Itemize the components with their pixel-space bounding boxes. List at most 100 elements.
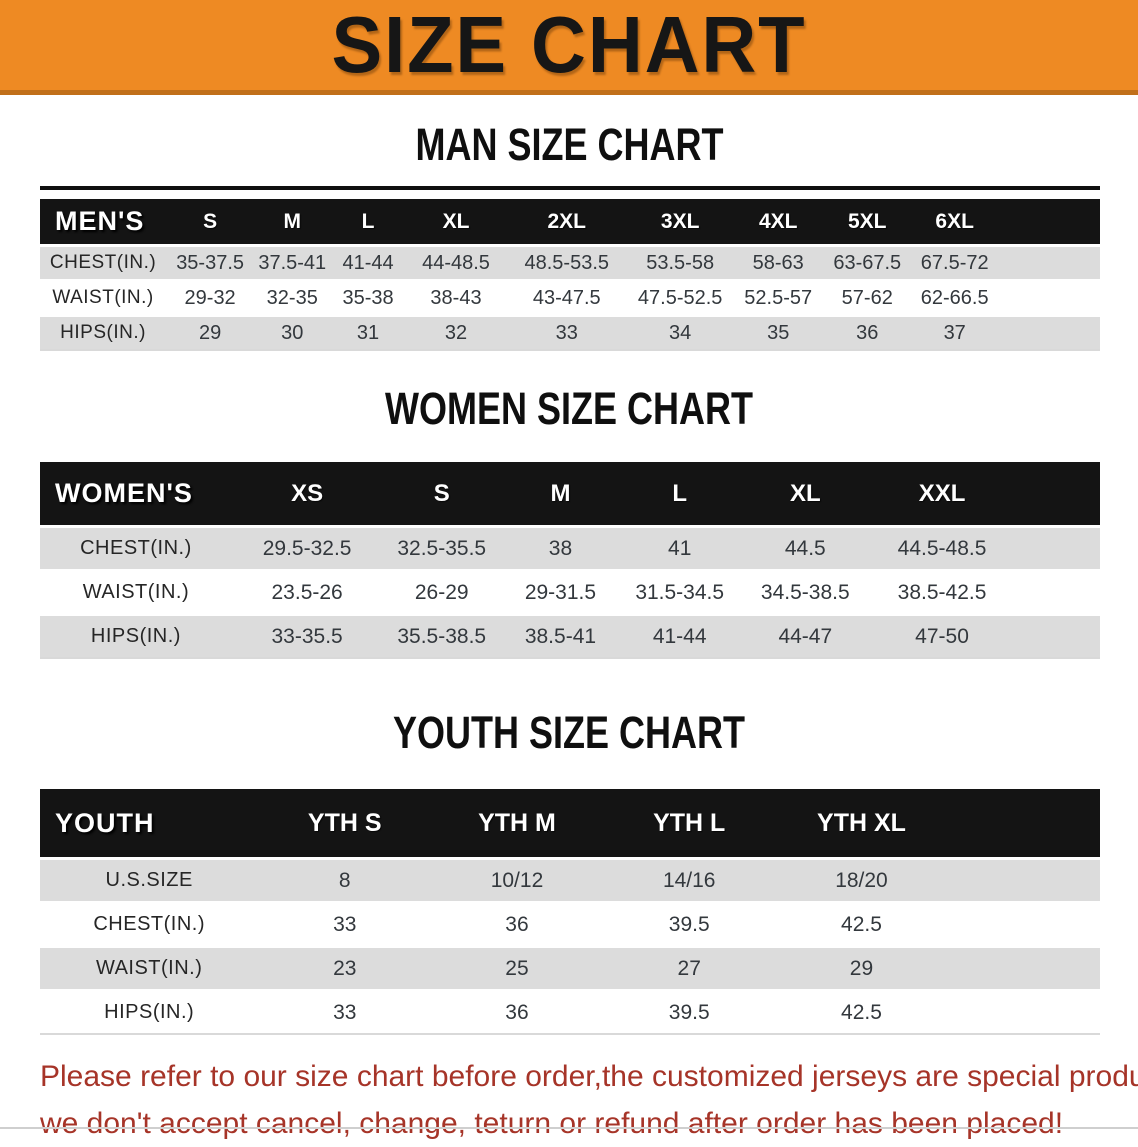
men-size-table: MEN'S S M L XL 2XL 3XL 4XL 5XL 6XL CHEST(IN.) 35-37…	[40, 199, 1100, 351]
header-cell: 2XL	[547, 209, 587, 233]
header-cell: YTH S	[307, 808, 382, 837]
header-cell: S	[433, 479, 450, 507]
value-cell: 29.5-32.5	[262, 536, 352, 560]
value-cell: 41-44	[342, 251, 394, 274]
value-cell: 33	[333, 912, 357, 936]
row-label: CHEST(IN.)	[80, 537, 192, 559]
table-row: HIPS(IN.) 33 36 39.5 42.5	[40, 989, 1100, 1033]
youth-section-title: YOUTH SIZE CHART	[0, 710, 1138, 763]
row-label: WAIST(IN.)	[52, 287, 154, 308]
women-section-title-text: WOMEN SIZE CHART	[384, 383, 753, 434]
banner-title: SIZE CHART	[331, 0, 807, 89]
header-cell: XS	[291, 479, 324, 507]
value-cell: 26-29	[414, 580, 469, 604]
header-cell: 5XL	[847, 209, 887, 233]
value-cell: 33	[333, 1000, 357, 1024]
bottom-divider	[0, 1127, 1138, 1129]
header-cell: MEN'S	[55, 206, 145, 236]
value-cell: 23.5-26	[271, 580, 343, 604]
header-cell: M	[550, 479, 571, 507]
header-cell: S	[203, 209, 218, 233]
header-cell: YTH L	[653, 808, 726, 837]
value-cell: 63-67.5	[833, 251, 902, 274]
value-cell: 39.5	[668, 912, 710, 936]
value-cell: 38-43	[430, 286, 482, 309]
header-cell: XL	[789, 479, 821, 507]
header-cell: 4XL	[758, 209, 798, 233]
value-cell: 29-32	[184, 286, 236, 309]
value-cell: 48.5-53.5	[524, 251, 610, 274]
men-section-title-text: MAN SIZE CHART	[414, 119, 723, 170]
value-cell: 39.5	[668, 1000, 710, 1024]
value-cell: 27	[677, 956, 701, 980]
value-cell: 62-66.5	[920, 286, 989, 309]
row-label: CHEST(IN.)	[49, 252, 157, 273]
value-cell: 42.5	[841, 912, 882, 936]
header-cell: L	[672, 479, 688, 507]
header-cell: 3XL	[660, 209, 700, 233]
header-cell: M	[283, 209, 302, 233]
value-cell: 30	[281, 321, 304, 344]
value-cell: 31.5-34.5	[635, 580, 725, 604]
value-cell: 37.5-41	[258, 251, 327, 274]
table-row: HIPS(IN.) 29 30 31 32 33 34 35 36 37	[40, 314, 1100, 349]
row-label: HIPS(IN.)	[60, 322, 146, 343]
women-size-table: WOMEN'S XS S M L XL XXL CHEST(IN.) 29.5-32.5 32.5…	[40, 462, 1100, 659]
row-label: HIPS(IN.)	[104, 1001, 195, 1023]
value-cell: 25	[505, 956, 529, 980]
row-label: WAIST(IN.)	[95, 957, 203, 979]
value-cell: 42.5	[841, 1000, 882, 1024]
women-section-title: WOMEN SIZE CHART	[0, 383, 1138, 439]
value-cell: 44.5-48.5	[897, 536, 987, 560]
header-cell: YOUTH	[55, 807, 155, 838]
row-label: HIPS(IN.)	[90, 625, 181, 647]
table-row: HIPS(IN.) 33-35.5 35.5-38.5 38.5-41 41-44 44-…	[40, 613, 1100, 657]
value-cell: 38.5-41	[524, 624, 597, 648]
value-cell: 52.5-57	[744, 286, 813, 309]
value-cell: 33	[555, 321, 578, 344]
men-table-top-rule	[40, 186, 1100, 190]
value-cell: 36	[856, 321, 879, 344]
value-cell: 43-47.5	[532, 286, 601, 309]
value-cell: 57-62	[841, 286, 893, 309]
row-label: U.S.SIZE	[105, 869, 193, 891]
value-cell: 41-44	[652, 624, 707, 648]
size-chart-banner: SIZE CHART	[0, 0, 1138, 95]
value-cell: 32-35	[266, 286, 318, 309]
value-cell: 35	[767, 321, 790, 344]
value-cell: 31	[356, 321, 380, 344]
value-cell: 29	[849, 956, 874, 980]
table-row: WAIST(IN.) 23 25 27 29	[40, 945, 1100, 989]
header-cell: 6XL	[935, 209, 974, 233]
value-cell: 53.5-58	[646, 251, 715, 274]
disclaimer-line-2: we don't accept cancel, change, teturn o…	[40, 1107, 1064, 1140]
value-cell: 44-47	[778, 624, 833, 648]
value-cell: 35-38	[342, 286, 394, 309]
value-cell: 35-37.5	[176, 251, 245, 274]
men-section-title: MAN SIZE CHART	[0, 119, 1138, 175]
header-cell: L	[361, 209, 375, 233]
value-cell: 29-31.5	[524, 580, 597, 604]
value-cell: 33-35.5	[271, 624, 343, 648]
value-cell: 10/12	[490, 868, 544, 892]
value-cell: 23	[333, 956, 357, 980]
youth-size-table: YOUTH YTH S YTH M YTH L YTH XL U.S.SIZE 8 10/12…	[40, 789, 1100, 1035]
table-row: U.S.SIZE 8 10/12 14/16 18/20	[40, 857, 1100, 901]
value-cell: 38.5-42.5	[897, 580, 987, 604]
disclaimer-line-1: Please refer to our size chart before or…	[40, 1060, 1138, 1093]
table-header-row: WOMEN'S XS S M L XL XXL	[40, 462, 1100, 525]
table-row: WAIST(IN.) 29-32 32-35 35-38 38-43 43-47.5 47.…	[40, 279, 1100, 314]
table-row: CHEST(IN.) 29.5-32.5 32.5-35.5 38 41 44.5 44.5…	[40, 525, 1100, 569]
value-cell: 47.5-52.5	[637, 286, 723, 309]
value-cell: 8	[338, 868, 351, 892]
value-cell: 44-48.5	[422, 251, 490, 274]
table-row: CHEST(IN.) 33 36 39.5 42.5	[40, 901, 1100, 945]
value-cell: 14/16	[662, 868, 716, 892]
table-row: CHEST(IN.) 35-37.5 37.5-41 41-44 44-48.5 48.5…	[40, 244, 1100, 279]
value-cell: 67.5-72	[920, 251, 989, 274]
value-cell: 36	[505, 1000, 529, 1024]
value-cell: 47-50	[915, 624, 969, 648]
value-cell: 36	[505, 912, 529, 936]
value-cell: 38	[548, 536, 573, 560]
row-label: CHEST(IN.)	[93, 913, 206, 935]
